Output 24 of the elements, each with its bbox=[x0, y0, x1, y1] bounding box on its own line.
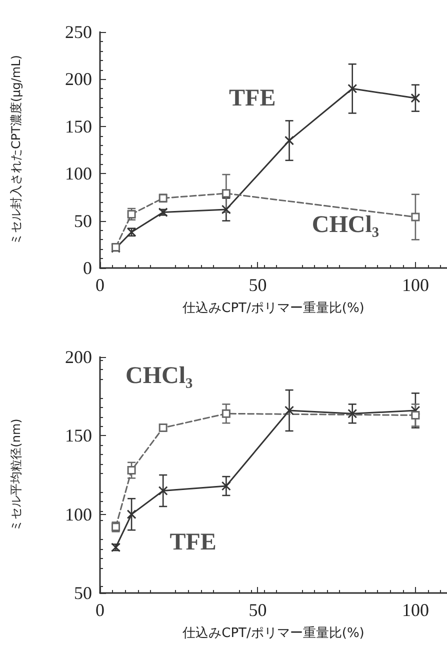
y-tick-label: 0 bbox=[83, 258, 92, 278]
x-tick-label: 50 bbox=[248, 275, 267, 295]
y-tick-label: 150 bbox=[65, 426, 92, 446]
y-axis-title: ミセル封入されたCPT濃度(μg/mL) bbox=[9, 55, 23, 245]
y-tick-label: 50 bbox=[74, 583, 92, 603]
series-label: TFE bbox=[229, 86, 276, 112]
y-tick-label: 200 bbox=[65, 69, 92, 90]
y-axis-title: ミセル平均粒径(nm) bbox=[9, 418, 23, 532]
x-tick-label: 100 bbox=[402, 600, 429, 620]
x-axis-title: 仕込みCPT/ポリマー重量比(%) bbox=[182, 301, 364, 316]
series-label: TFE bbox=[170, 530, 216, 556]
x-tick-label: 50 bbox=[248, 600, 267, 620]
x-tick-label: 0 bbox=[96, 600, 104, 620]
y-tick-label: 200 bbox=[65, 347, 92, 367]
x-axis-title: 仕込みCPT/ポリマー重量比(%) bbox=[182, 626, 364, 641]
x-tick-label: 100 bbox=[402, 275, 429, 295]
y-tick-label: 50 bbox=[74, 210, 92, 231]
y-tick-label: 100 bbox=[65, 504, 92, 524]
y-tick-label: 150 bbox=[65, 116, 92, 136]
series-label: CHCl₃ bbox=[125, 362, 193, 389]
y-tick-label: 100 bbox=[65, 164, 92, 184]
x-tick-label: 0 bbox=[96, 275, 104, 295]
series-label: CHCl₃ bbox=[312, 212, 380, 238]
y-tick-label: 250 bbox=[65, 22, 92, 42]
